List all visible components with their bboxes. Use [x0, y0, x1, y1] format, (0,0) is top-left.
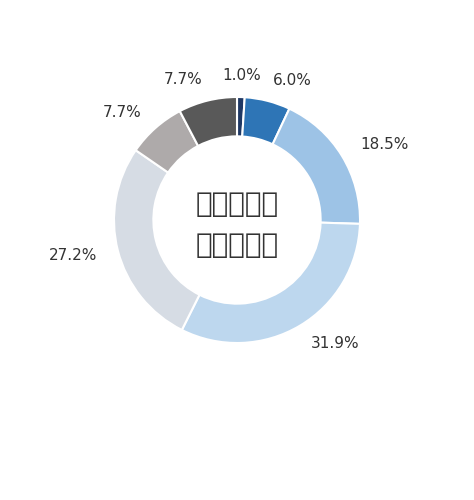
Wedge shape: [242, 97, 289, 144]
Wedge shape: [273, 108, 360, 224]
Text: 7.7%: 7.7%: [164, 72, 202, 88]
Text: 7.7%: 7.7%: [102, 104, 141, 120]
Text: 6.0%: 6.0%: [273, 72, 312, 88]
Text: 18.5%: 18.5%: [360, 137, 409, 152]
Wedge shape: [180, 97, 237, 146]
Wedge shape: [182, 222, 360, 343]
Wedge shape: [237, 97, 245, 136]
Text: 女性が思う: 女性が思う: [195, 190, 279, 218]
Text: 27.2%: 27.2%: [49, 248, 97, 264]
Text: 31.9%: 31.9%: [311, 336, 359, 351]
Wedge shape: [114, 150, 200, 330]
Legend: 1分以上, 5分以上, 10分以上, 20分以上, 30分以上, 45分以上, 60分以上: 1分以上, 5分以上, 10分以上, 20分以上, 30分以上, 45分以上, …: [103, 496, 371, 500]
Text: 遅漏の分数: 遅漏の分数: [195, 230, 279, 258]
Wedge shape: [136, 111, 198, 172]
Text: 1.0%: 1.0%: [222, 68, 261, 84]
